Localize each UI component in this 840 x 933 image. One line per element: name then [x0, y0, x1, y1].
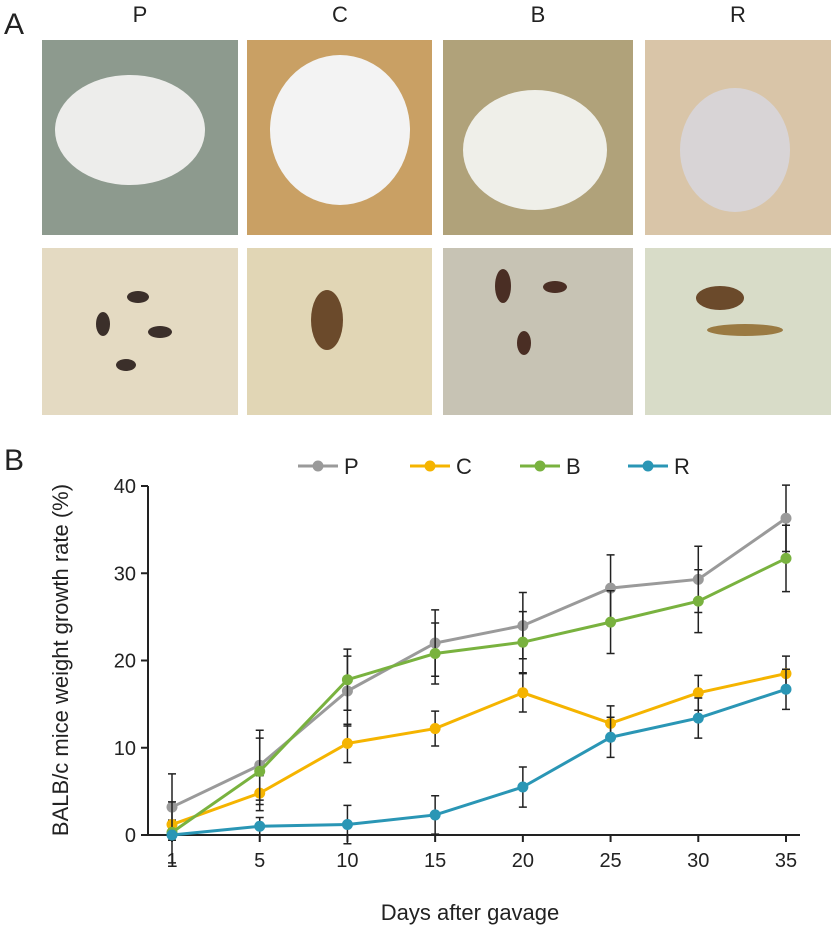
- point: [605, 616, 617, 628]
- point: [517, 636, 529, 648]
- feces-photo: [42, 248, 238, 415]
- photo-panel: [42, 40, 831, 415]
- point: [254, 765, 266, 777]
- photo-label: P: [133, 2, 148, 27]
- y-tick-label: 20: [114, 651, 136, 673]
- mouse: [55, 75, 205, 185]
- point: [341, 737, 353, 749]
- point: [605, 731, 617, 743]
- point: [780, 552, 792, 564]
- legend-marker: [424, 460, 436, 472]
- y-tick-label: 40: [114, 476, 136, 498]
- point: [341, 674, 353, 686]
- pellet: [96, 312, 110, 336]
- legend-label: R: [674, 454, 690, 479]
- pellet: [495, 269, 511, 303]
- x-axis-title: Days after gavage: [381, 900, 560, 925]
- series-line: [171, 687, 787, 837]
- panel-label: B: [4, 444, 24, 477]
- legend-marker: [312, 460, 324, 472]
- point: [341, 819, 353, 831]
- y-tick-label: 30: [114, 563, 136, 585]
- x-tick-label: 20: [512, 850, 534, 872]
- point: [780, 683, 792, 695]
- point: [517, 687, 529, 699]
- legend-label: P: [344, 454, 359, 479]
- point: [517, 781, 529, 793]
- y-tick-label: 0: [125, 825, 136, 847]
- pellet: [543, 281, 567, 293]
- x-tick-label: 25: [599, 850, 621, 872]
- pellet: [116, 359, 136, 371]
- series-line: [171, 557, 787, 834]
- pellet: [311, 290, 343, 350]
- panel-label: A: [4, 8, 24, 41]
- point: [429, 648, 441, 660]
- mouse: [270, 55, 410, 205]
- x-tick-label: 5: [254, 850, 265, 872]
- stain: [707, 324, 783, 336]
- photo-label: C: [332, 2, 348, 27]
- point: [429, 809, 441, 821]
- x-tick-label: 10: [336, 850, 358, 872]
- point: [692, 595, 704, 607]
- photo-label: R: [730, 2, 746, 27]
- series-line: [171, 517, 787, 809]
- point: [166, 829, 178, 841]
- legend-marker: [534, 460, 546, 472]
- x-tick-label: 30: [687, 850, 709, 872]
- legend-label: B: [566, 454, 581, 479]
- photo-label: B: [531, 2, 546, 27]
- stain: [696, 286, 744, 310]
- mouse: [463, 90, 607, 210]
- x-tick-label: 35: [775, 850, 797, 872]
- point: [692, 712, 704, 724]
- x-tick-label: 15: [424, 850, 446, 872]
- point: [254, 820, 266, 832]
- point: [692, 687, 704, 699]
- mouse: [680, 88, 790, 212]
- pellet: [148, 326, 172, 338]
- series-line: [171, 672, 787, 826]
- point: [429, 723, 441, 735]
- y-tick-label: 10: [114, 738, 136, 760]
- legend-marker: [642, 460, 654, 472]
- pellet: [517, 331, 531, 355]
- feces-photo: [443, 248, 633, 415]
- pellet: [127, 291, 149, 303]
- y-axis-title: BALB/c mice weight growth rate (%): [48, 484, 73, 836]
- legend-label: C: [456, 454, 472, 479]
- point: [780, 512, 792, 524]
